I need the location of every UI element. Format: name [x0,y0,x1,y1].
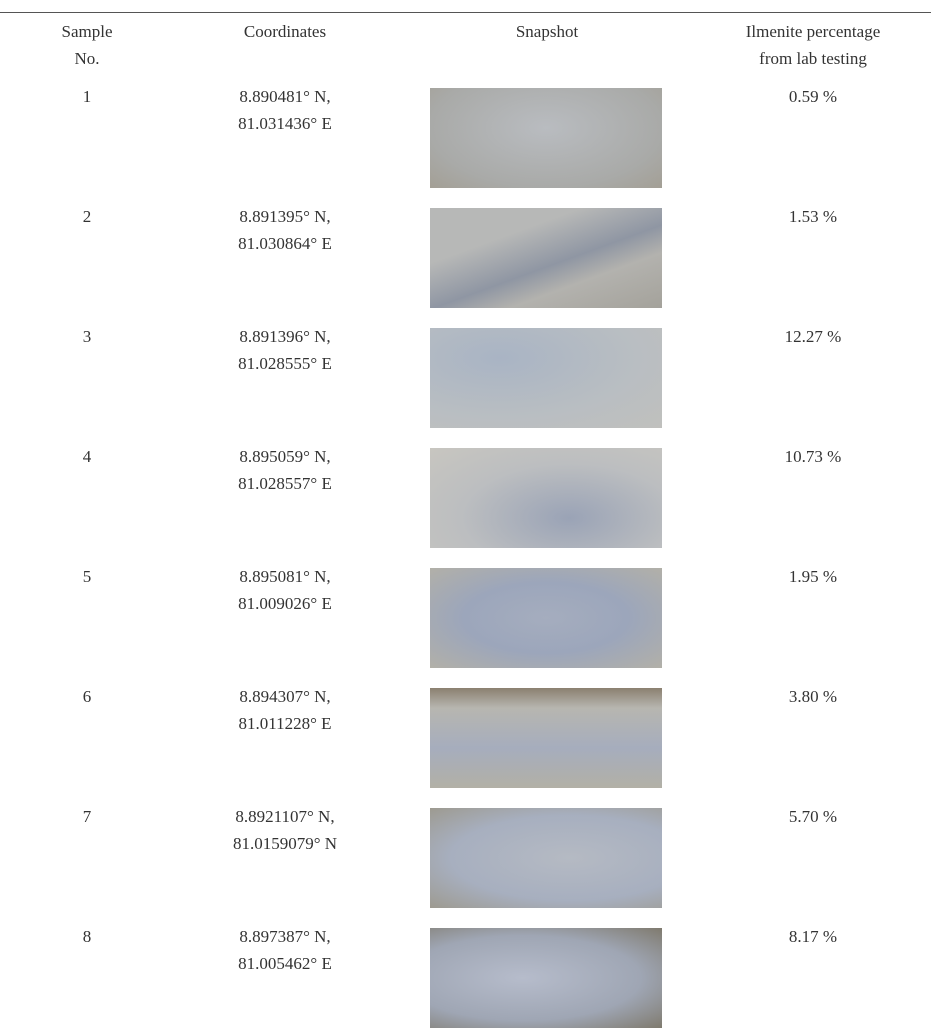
ilmenite-percentage: 1.53 % [713,204,913,230]
header-cell: Snapshot [397,19,697,45]
coordinates: 81.009026° E [135,591,435,617]
coordinates: 81.028557° E [135,471,435,497]
coordinates: 8.894307° N, [135,684,435,710]
coordinates: 8.897387° N, [135,924,435,950]
coordinates: 8.895081° N, [135,564,435,590]
coordinates: 8.891396° N, [135,324,435,350]
sample-number: 5 [27,564,147,590]
page: SampleNo.CoordinatesSnapshotIlmenite per… [0,0,931,1028]
sample-number: 8 [27,924,147,950]
coordinates: 8.8921107° N, [135,804,435,830]
snapshot [430,208,662,308]
coordinates: 81.031436° E [135,111,435,137]
ilmenite-percentage: 3.80 % [713,684,913,710]
top-rule [0,12,931,13]
sample-number: 3 [27,324,147,350]
header-cell: from lab testing [663,46,931,72]
coordinates: 8.890481° N, [135,84,435,110]
ilmenite-percentage: 12.27 % [713,324,913,350]
sample-number: 7 [27,804,147,830]
sample-number: 6 [27,684,147,710]
coordinates: 81.030864° E [135,231,435,257]
snapshot [430,688,662,788]
snapshot [430,928,662,1028]
coordinates: 8.895059° N, [135,444,435,470]
coordinates: 81.005462° E [135,951,435,977]
header-cell: Ilmenite percentage [663,19,931,45]
ilmenite-percentage: 1.95 % [713,564,913,590]
header-cell: Coordinates [135,19,435,45]
coordinates: 81.028555° E [135,351,435,377]
snapshot [430,88,662,188]
ilmenite-percentage: 8.17 % [713,924,913,950]
sample-number: 2 [27,204,147,230]
sample-number: 4 [27,444,147,470]
coordinates: 8.891395° N, [135,204,435,230]
ilmenite-percentage: 5.70 % [713,804,913,830]
ilmenite-percentage: 0.59 % [713,84,913,110]
ilmenite-percentage: 10.73 % [713,444,913,470]
coordinates: 81.0159079° N [135,831,435,857]
snapshot [430,568,662,668]
sample-number: 1 [27,84,147,110]
header-cell: No. [0,46,237,72]
snapshot [430,808,662,908]
coordinates: 81.011228° E [135,711,435,737]
snapshot [430,328,662,428]
snapshot [430,448,662,548]
